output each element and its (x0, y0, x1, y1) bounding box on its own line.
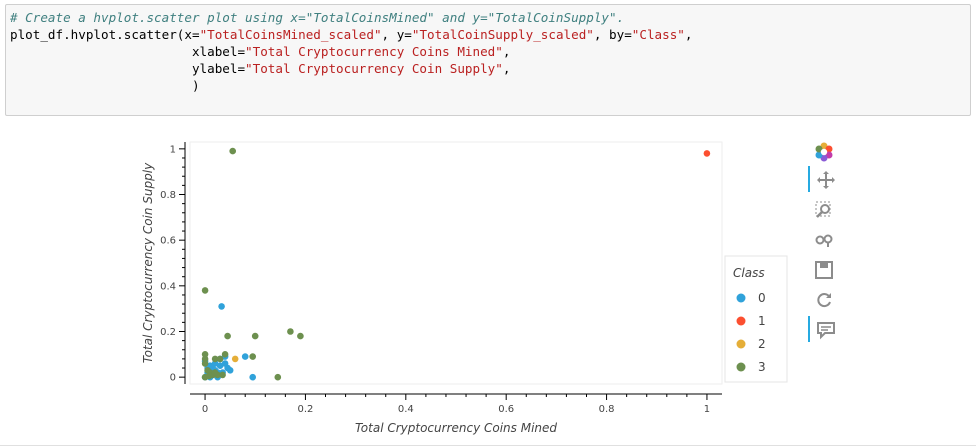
scatter-point-class-3[interactable] (211, 355, 219, 363)
hover-icon[interactable] (808, 316, 840, 342)
reset-icon[interactable] (808, 286, 838, 312)
code-text: xlabel= (10, 44, 246, 59)
code-string: "Class" (631, 27, 685, 42)
x-tick-label: 0.2 (297, 404, 313, 415)
output-area: 0 0.2 0.4 0.6 0.8 1 0 0.2 0.4 0.6 0.8 1 Total Crypto… (0, 120, 976, 448)
scatter-point-class-3[interactable] (201, 287, 209, 294)
code-text: , y= (381, 27, 412, 42)
bokeh-logo-icon[interactable] (808, 138, 838, 164)
code-text: ylabel= (10, 61, 246, 76)
y-tick-label: 0.2 (160, 327, 176, 338)
scatter-point-class-3[interactable] (216, 355, 224, 363)
points-layer (201, 147, 711, 381)
code-editor[interactable]: # Create a hvplot.scatter plot using x="… (6, 5, 970, 94)
scatter-point-class-3[interactable] (249, 353, 256, 360)
legend-label-class-1[interactable]: 1 (758, 314, 766, 328)
box-zoom-icon[interactable] (808, 196, 838, 222)
code-text: ) (10, 78, 200, 93)
y-tick-label: 0.4 (160, 281, 176, 292)
scatter-point-class-0[interactable] (216, 362, 224, 369)
scatter-point-class-3[interactable] (205, 372, 213, 380)
scatter-point-class-3[interactable] (221, 351, 229, 358)
y-tick-label: 0.6 (160, 236, 176, 247)
pan-icon[interactable] (808, 166, 840, 192)
scatter-point-class-0[interactable] (249, 373, 256, 381)
axes-layer: 0 0.2 0.4 0.6 0.8 1 0 0.2 0.4 0.6 0.8 1 Total Crypto… (141, 141, 723, 435)
cell-divider (0, 445, 976, 446)
code-text: , (502, 44, 511, 59)
legend-label-class-2[interactable]: 2 (758, 337, 766, 351)
y-tick-label: 1 (170, 144, 176, 155)
scatter-point-class-1[interactable] (703, 150, 711, 157)
scatter-point-class-3[interactable] (287, 328, 294, 335)
scatter-point-class-3[interactable] (201, 355, 209, 363)
scatter-point-class-2[interactable] (231, 355, 239, 363)
scatter-point-class-3[interactable] (211, 369, 219, 376)
save-icon[interactable] (808, 256, 838, 282)
scatter-point-class-3[interactable] (201, 360, 209, 367)
legend-label-class-0[interactable]: 0 (758, 291, 766, 305)
code-string: "Total Cryptocurrency Coins Mined" (245, 44, 503, 59)
y-tick-label: 0.8 (160, 190, 176, 201)
x-tick-label: 0 (202, 404, 208, 415)
x-tick-label: 0.4 (398, 404, 414, 415)
x-tick-label: 0.8 (599, 404, 615, 415)
code-string: "Total Cryptocurrency Coin Supply" (245, 61, 503, 76)
scatter-point-class-3[interactable] (229, 147, 236, 155)
scatter-point-class-3[interactable] (219, 371, 226, 379)
scatter-point-class-0[interactable] (226, 367, 234, 374)
code-string: "TotalCoinsMined_scaled" (199, 27, 382, 42)
x-tick-label: 1 (704, 404, 710, 415)
x-axis-label: Total Cryptocurrency Coins Mined (355, 421, 557, 435)
scatter-point-class-3[interactable] (297, 332, 304, 340)
code-text: plot_df.hvplot.scatter(x= (10, 27, 200, 42)
legend-marker-class-3[interactable] (736, 362, 746, 372)
scatter-point-class-3[interactable] (251, 332, 259, 340)
scatter-point-class-3[interactable] (201, 351, 209, 358)
legend-marker-class-2[interactable] (736, 339, 746, 349)
code-comment: # Create a hvplot.scatter plot using x="… (10, 10, 625, 25)
scatter-point-class-0[interactable] (241, 353, 249, 360)
scatter-point-class-3[interactable] (274, 373, 282, 381)
legend-box (724, 255, 788, 383)
legend-marker-class-0[interactable] (736, 293, 746, 303)
plot-frame (189, 141, 723, 385)
scatter-point-class-0[interactable] (218, 303, 225, 310)
y-tick-label: 0 (170, 373, 176, 384)
y-axis-label: Total Cryptocurrency Coin Supply (141, 162, 155, 363)
legend-title: Class (733, 266, 765, 280)
wheel-zoom-icon[interactable] (808, 226, 838, 252)
scatter-plot[interactable]: 0 0.2 0.4 0.6 0.8 1 0 0.2 0.4 0.6 0.8 1 Total Crypto… (0, 120, 800, 448)
legend-label-class-3[interactable]: 3 (758, 360, 766, 374)
legend: Class 0 1 2 3 (724, 255, 788, 383)
code-text: , by= (593, 27, 632, 42)
code-string: "TotalCoinSupply_scaled" (411, 27, 594, 42)
code-cell[interactable]: # Create a hvplot.scatter plot using x="… (5, 4, 971, 116)
code-text: , (502, 61, 511, 76)
scatter-point-class-3[interactable] (224, 332, 231, 340)
code-text: , (684, 27, 693, 42)
legend-marker-class-1[interactable] (736, 316, 746, 326)
x-tick-label: 0.6 (498, 404, 514, 415)
